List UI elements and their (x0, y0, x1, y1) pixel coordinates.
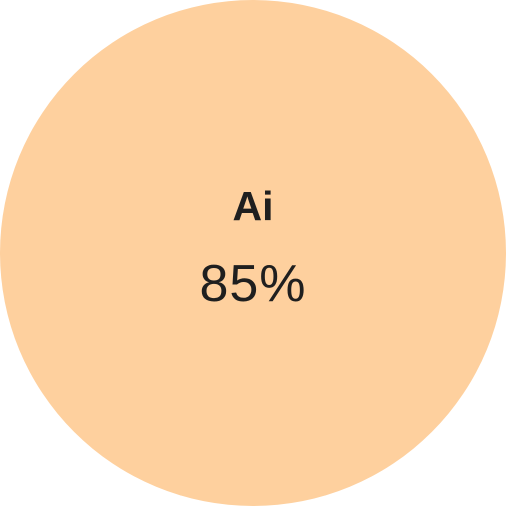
skill-percentage: 85% (199, 255, 307, 313)
skill-name: Ai (232, 183, 274, 229)
